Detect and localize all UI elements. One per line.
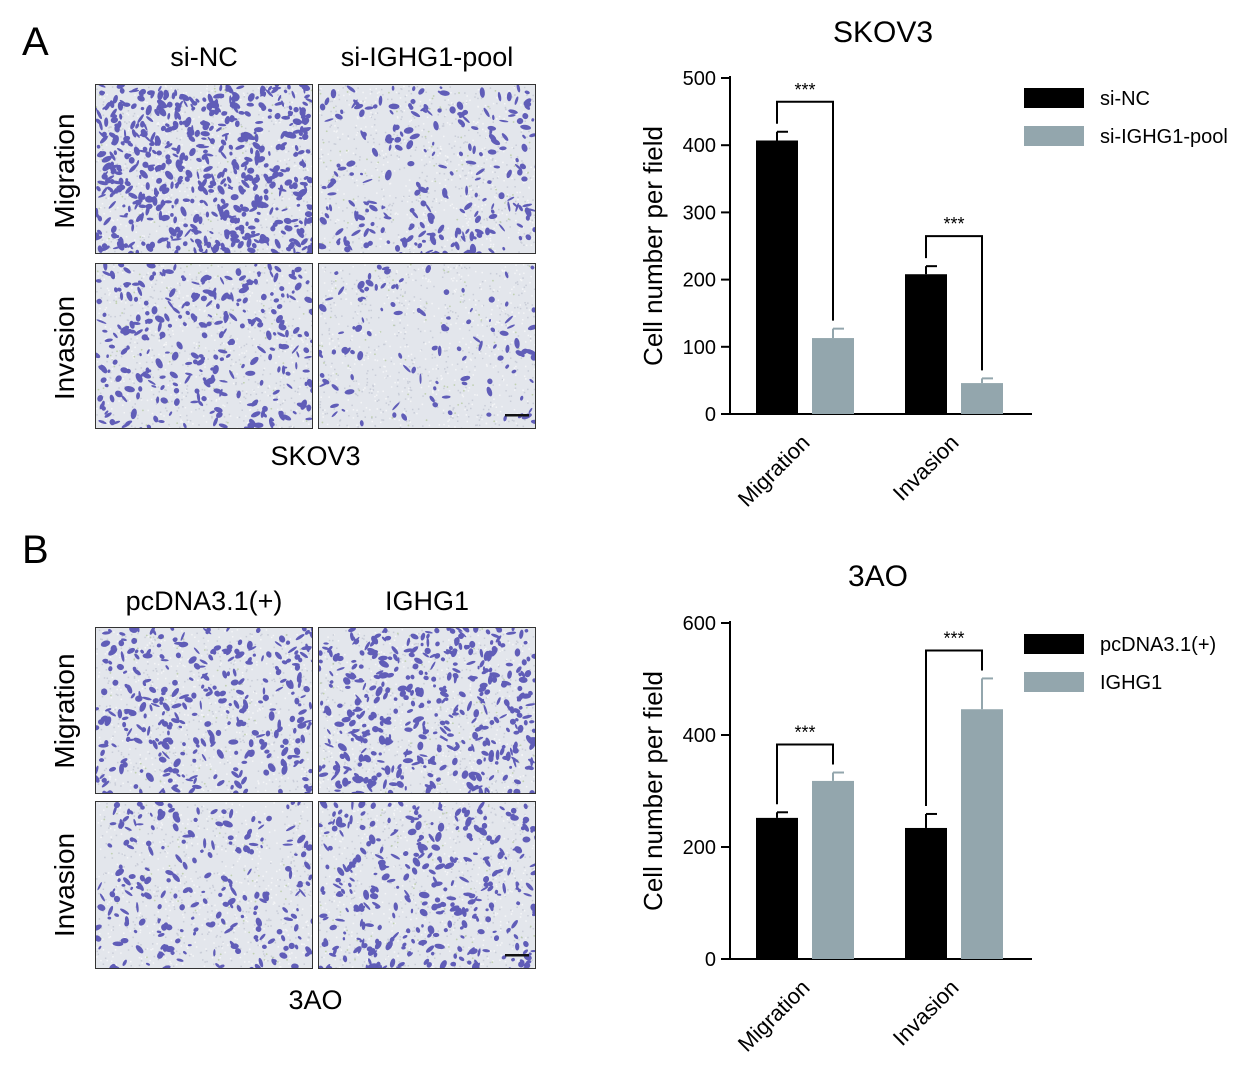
x-tick-label: Migration — [733, 430, 815, 512]
y-tick-label: 400 — [683, 725, 716, 747]
bar-invasion-1 — [905, 274, 947, 414]
legend-label: IGHG1 — [1100, 672, 1162, 694]
panel-b-row-label-invasion: Invasion — [49, 832, 80, 938]
legend-swatch — [1024, 126, 1084, 146]
legend-label: si-IGHG1-pool — [1100, 126, 1228, 148]
bar-migration-2 — [812, 780, 854, 959]
bar-invasion-2 — [961, 383, 1003, 414]
legend-swatch — [1024, 672, 1084, 692]
panel-b-letter: B — [22, 528, 49, 572]
bar-migration-1 — [756, 817, 798, 959]
significance-bracket — [776, 100, 834, 321]
y-tick-label: 0 — [705, 949, 716, 971]
bar-migration-1 — [756, 140, 798, 414]
panel-a-column-label-2: si-IGHG1-pool — [340, 42, 514, 72]
micrograph-a-sighg1-invasion — [318, 263, 536, 429]
micrograph-a-sinc-migration — [95, 84, 313, 254]
y-axis-label: Cell number per field — [638, 126, 668, 366]
y-tick-label: 400 — [683, 135, 716, 157]
chart-3ao: 3AO Cell number per field 0 200 400 600 *** Mig… — [638, 560, 1216, 1057]
y-tick-label: 200 — [683, 837, 716, 859]
panel-b-column-label-2: IGHG1 — [384, 586, 470, 616]
panel-a-row-label-migration: Migration — [49, 113, 80, 229]
y-tick-label: 600 — [683, 613, 716, 635]
significance-label: *** — [943, 214, 964, 234]
bar-invasion-1 — [905, 827, 947, 959]
micrograph-b-ighg1-invasion — [318, 801, 536, 969]
x-tick-label: Invasion — [888, 430, 964, 506]
y-tick-label: 200 — [683, 270, 716, 292]
legend-swatch — [1024, 88, 1084, 108]
significance-label: *** — [794, 80, 815, 100]
bar-invasion-2 — [961, 709, 1003, 959]
significance-label: *** — [943, 628, 964, 648]
y-tick-label: 500 — [683, 68, 716, 90]
micrograph-b-pcdna-invasion — [95, 801, 313, 969]
panel-b-cell-line-label: 3AO — [288, 985, 343, 1015]
chart-title: 3AO — [848, 560, 908, 593]
panel-a-cell-line-label: SKOV3 — [270, 441, 361, 471]
y-tick-label: 100 — [683, 337, 716, 359]
y-tick-label: 0 — [705, 404, 716, 426]
chart-skov3: SKOV3 Cell number per field 0 100 200 300 400 5… — [638, 16, 1228, 512]
micrograph-b-ighg1-migration — [318, 627, 536, 794]
panel-a-column-label-1: si-NC — [170, 42, 238, 72]
micrograph-a-sighg1-migration — [318, 84, 536, 254]
panel-a-letter: A — [22, 20, 49, 64]
legend-label: si-NC — [1100, 88, 1150, 110]
x-tick-label: Invasion — [888, 975, 964, 1051]
significance-bracket — [776, 743, 834, 805]
y-axis-label: Cell number per field — [638, 671, 668, 911]
micrograph-b-pcdna-migration — [95, 627, 313, 794]
chart-title: SKOV3 — [833, 16, 933, 49]
panel-a-row-label-invasion: Invasion — [49, 295, 80, 401]
micrograph-a-sinc-invasion — [95, 263, 313, 429]
x-tick-label: Migration — [733, 975, 815, 1057]
bar-migration-2 — [812, 338, 854, 414]
significance-label: *** — [794, 723, 815, 743]
significance-bracket — [925, 649, 983, 806]
panel-b-row-label-migration: Migration — [49, 653, 80, 769]
y-tick-label: 300 — [683, 202, 716, 224]
panel-b-column-label-1: pcDNA3.1(+) — [125, 586, 283, 616]
significance-bracket — [925, 235, 983, 371]
legend-swatch — [1024, 634, 1084, 654]
legend-label: pcDNA3.1(+) — [1100, 634, 1216, 656]
